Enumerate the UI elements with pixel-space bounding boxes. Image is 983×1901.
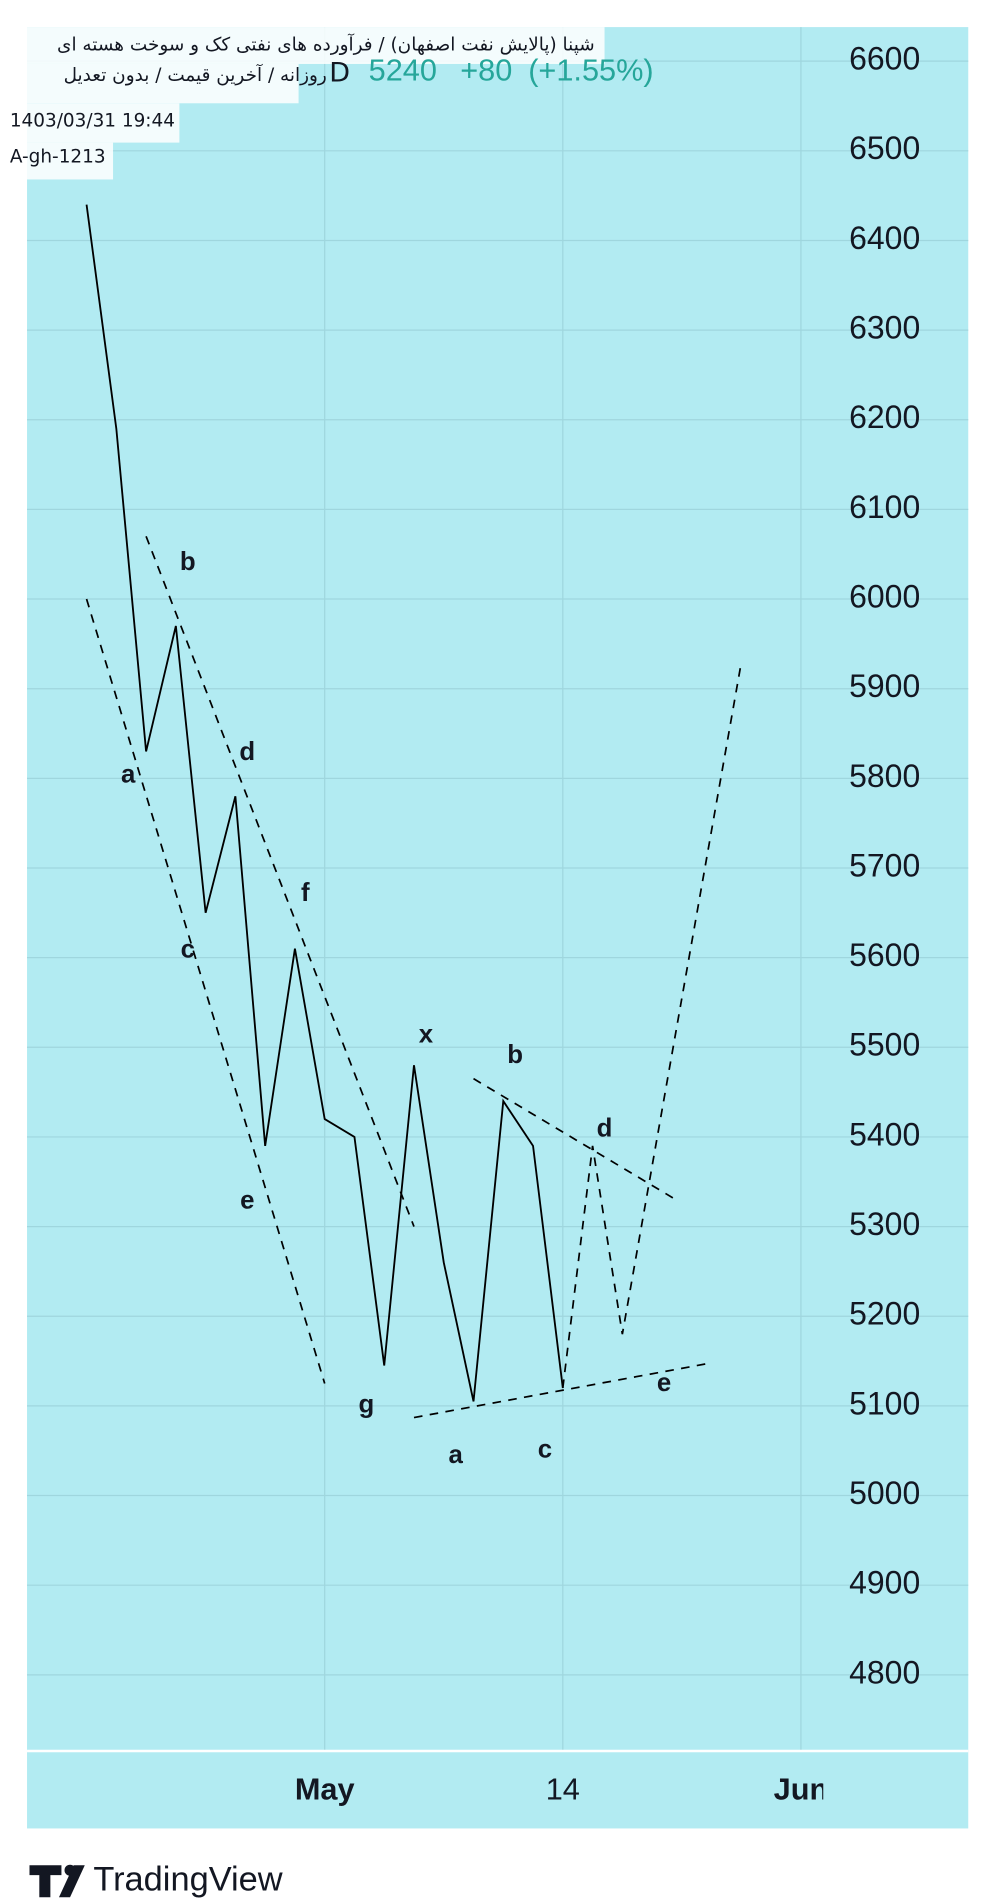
wave-label: d — [597, 1115, 613, 1143]
chart-background — [27, 27, 969, 1829]
y-tick-label: 6000 — [849, 578, 920, 614]
last-price: 5240 — [369, 53, 437, 88]
wave-label: c — [538, 1436, 552, 1464]
wave-label: x — [419, 1020, 434, 1048]
wave-label: a — [448, 1441, 463, 1469]
wave-label: b — [180, 548, 196, 576]
y-tick-label: 4800 — [849, 1654, 920, 1690]
x-tick-label: May — [295, 1772, 355, 1807]
y-tick-label: 5500 — [849, 1027, 920, 1063]
y-tick-label: 5800 — [849, 758, 920, 794]
footer-logo — [29, 1864, 85, 1898]
chart-subtitle: روزانه / آخرین قیمت / بدون تعدیل — [64, 63, 327, 86]
dashed-line — [473, 1077, 675, 1200]
wave-label: g — [358, 1391, 374, 1419]
x-axis: May 14 Jun — [295, 1772, 829, 1807]
y-tick-label: 5400 — [849, 1116, 920, 1152]
price-line: 5240 +80 (+1.55%) — [369, 53, 654, 88]
y-tick-label: 5900 — [849, 668, 920, 704]
x-tick-label: 14 — [546, 1772, 580, 1807]
date: 1403/03/31 19:44 — [10, 111, 175, 132]
y-tick-label: 5200 — [849, 1296, 920, 1332]
wave-label: e — [657, 1369, 671, 1397]
header-box — [0, 103, 180, 143]
y-tick-label: 5100 — [849, 1385, 920, 1421]
header-box — [0, 63, 299, 104]
price-change: +80 — [460, 53, 512, 88]
y-tick-label: 6600 — [849, 41, 920, 77]
price-change-percent: (+1.55%) — [528, 53, 653, 88]
y-tick-label: 5700 — [849, 847, 920, 883]
y-tick-label: 6200 — [849, 399, 920, 435]
y-tick-label: 5000 — [849, 1475, 920, 1511]
author: A-gh-1213 — [10, 146, 106, 167]
y-tick-label: 5300 — [849, 1206, 920, 1242]
wave-label: d — [239, 738, 255, 766]
y-tick-label: 4900 — [849, 1565, 920, 1601]
y-tick-label: 6400 — [849, 220, 920, 256]
wave-label: e — [240, 1186, 254, 1214]
chart-title: شپنا (پالایش نفت اصفهان) / فرآورده های ن… — [57, 33, 595, 56]
header-box — [0, 27, 605, 64]
y-tick-label: 6500 — [849, 130, 920, 166]
wave-label: b — [507, 1041, 523, 1069]
wave-label: f — [301, 879, 310, 907]
interval: D — [329, 57, 350, 88]
wave-label: a — [121, 760, 136, 788]
y-tick-label: 5600 — [849, 937, 920, 973]
x-tick-label: Jun — [774, 1772, 829, 1807]
wave-label: c — [181, 935, 195, 963]
dashed-line — [413, 1362, 712, 1419]
dashed-line — [145, 535, 415, 1227]
dashed-line — [561, 661, 743, 1389]
y-tick-label: 6300 — [849, 310, 920, 346]
price-line — [85, 204, 564, 1402]
y-tick-label: 6100 — [849, 489, 920, 525]
brand: TradingView — [93, 1860, 282, 1898]
header-box — [0, 142, 114, 180]
